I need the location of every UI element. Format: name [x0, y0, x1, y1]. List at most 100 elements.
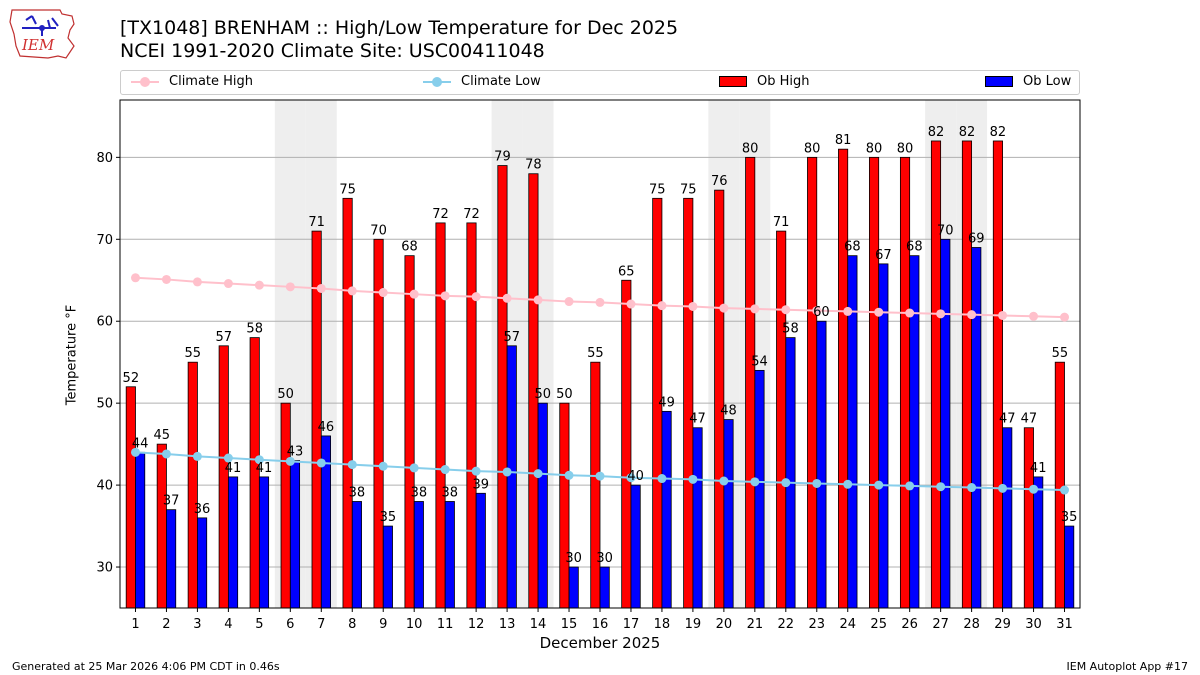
y-tick-label: 30 [96, 561, 113, 576]
x-tick-label: 3 [193, 617, 201, 632]
ob-low-value-label: 47 [689, 412, 706, 427]
x-tick-label: 12 [468, 617, 485, 632]
x-tick-label: 9 [379, 617, 387, 632]
ob-low-value-label: 40 [627, 469, 644, 484]
ob-low-bar [227, 476, 239, 609]
ob-low-value-label: 60 [813, 305, 830, 320]
ob-high-bar [621, 279, 632, 609]
x-tick-label: 7 [317, 617, 325, 632]
legend-climate-high: Climate High [131, 74, 253, 89]
ob-low-bar [723, 419, 734, 609]
climate-low-point [533, 469, 543, 479]
climate-low-point [192, 451, 202, 461]
climate-high-point [750, 304, 760, 314]
ob-low-bar [475, 492, 486, 609]
ob-low-value-label: 48 [720, 404, 737, 419]
ob-low-bar [754, 369, 765, 609]
ob-high-bar [745, 156, 756, 609]
climate-low-point [223, 453, 233, 463]
ob-low-value-label: 49 [658, 395, 675, 410]
climate-high-point [533, 295, 543, 305]
y-tick-label: 70 [96, 233, 113, 248]
y-tick-label: 80 [96, 151, 113, 166]
x-tick-label: 31 [1056, 617, 1073, 632]
ob-high-bar [156, 443, 167, 609]
ob-high-value-label: 82 [990, 125, 1007, 140]
ob-high-bar [869, 156, 880, 609]
climate-low-point [750, 477, 760, 487]
ob-low-bar [785, 337, 796, 609]
ob-low-value-label: 58 [782, 322, 799, 337]
ob-high-bar [559, 402, 570, 609]
ob-low-value-label: 68 [906, 240, 923, 255]
plot-frame [119, 99, 1081, 609]
ob-low-value-label: 46 [318, 420, 335, 435]
y-tick-label: 40 [96, 479, 113, 494]
ob-low-value-label: 35 [380, 510, 397, 525]
ob-low-value-label: 37 [163, 494, 180, 509]
ob-low-value-label: 36 [194, 502, 211, 517]
ob-high-value-label: 68 [401, 240, 418, 255]
ob-high-bar [683, 197, 694, 609]
climate-low-point [688, 474, 698, 484]
climate-low-point [595, 471, 605, 481]
legend-ob-low-swatch [985, 76, 1013, 87]
ob-high-value-label: 72 [463, 207, 480, 222]
ob-low-value-label: 41 [1030, 461, 1047, 476]
ob-high-value-label: 75 [649, 182, 666, 197]
x-tick-label: 8 [348, 617, 356, 632]
x-tick-label: 29 [994, 617, 1011, 632]
x-axis-label: December 2025 [539, 634, 661, 652]
climate-high-point [626, 299, 636, 309]
climate-low-point [564, 470, 574, 480]
ob-high-value-label: 52 [123, 371, 140, 386]
ob-high-value-label: 71 [308, 215, 325, 230]
ob-high-value-label: 47 [1021, 412, 1038, 427]
ob-low-bar [506, 345, 517, 609]
legend-ob-high: Ob High [719, 74, 810, 89]
ob-high-value-label: 78 [525, 158, 542, 173]
climate-high-point [936, 309, 946, 319]
climate-low-point [316, 458, 326, 468]
x-tick-label: 15 [561, 617, 578, 632]
ob-high-bar [590, 361, 601, 609]
ob-low-bar [599, 566, 610, 609]
ob-high-bar [187, 361, 198, 609]
legend-climate-low-marker [423, 75, 451, 89]
climate-high-point [998, 310, 1008, 320]
ob-high-bar [435, 222, 446, 609]
chart-title: [TX1048] BRENHAM :: High/Low Temperature… [120, 17, 679, 39]
climate-low-point [285, 456, 295, 466]
ob-low-value-label: 50 [534, 387, 551, 402]
climate-high-point [347, 286, 357, 296]
climate-high-point [843, 306, 853, 316]
climate-low-point [161, 449, 171, 459]
climate-low-point [812, 478, 822, 488]
climate-low-point [657, 474, 667, 484]
ob-low-bar [1064, 525, 1075, 609]
ob-low-value-label: 47 [999, 412, 1016, 427]
ob-low-value-label: 68 [844, 240, 861, 255]
ob-high-value-label: 82 [959, 125, 976, 140]
x-tick-label: 5 [255, 617, 263, 632]
ob-low-bar [630, 484, 641, 609]
x-tick-label: 1 [131, 617, 139, 632]
legend-climate-high-label: Climate High [169, 74, 254, 89]
climate-high-point [409, 289, 419, 299]
ob-low-bar [1002, 427, 1013, 609]
climate-high-point [688, 301, 698, 311]
climate-high-point [316, 283, 326, 293]
ob-high-bar [1054, 361, 1065, 609]
ob-high-value-label: 80 [866, 141, 883, 156]
ob-high-bar [280, 402, 291, 609]
ob-high-value-label: 79 [494, 150, 511, 165]
ob-low-value-label: 38 [349, 485, 366, 500]
climate-low-point [843, 479, 853, 489]
ob-high-value-label: 57 [215, 330, 232, 345]
ob-low-value-label: 44 [132, 436, 149, 451]
ob-low-bar [940, 238, 951, 609]
x-tick-label: 2 [162, 617, 170, 632]
x-tick-label: 16 [592, 617, 609, 632]
ob-high-bar [466, 222, 477, 609]
